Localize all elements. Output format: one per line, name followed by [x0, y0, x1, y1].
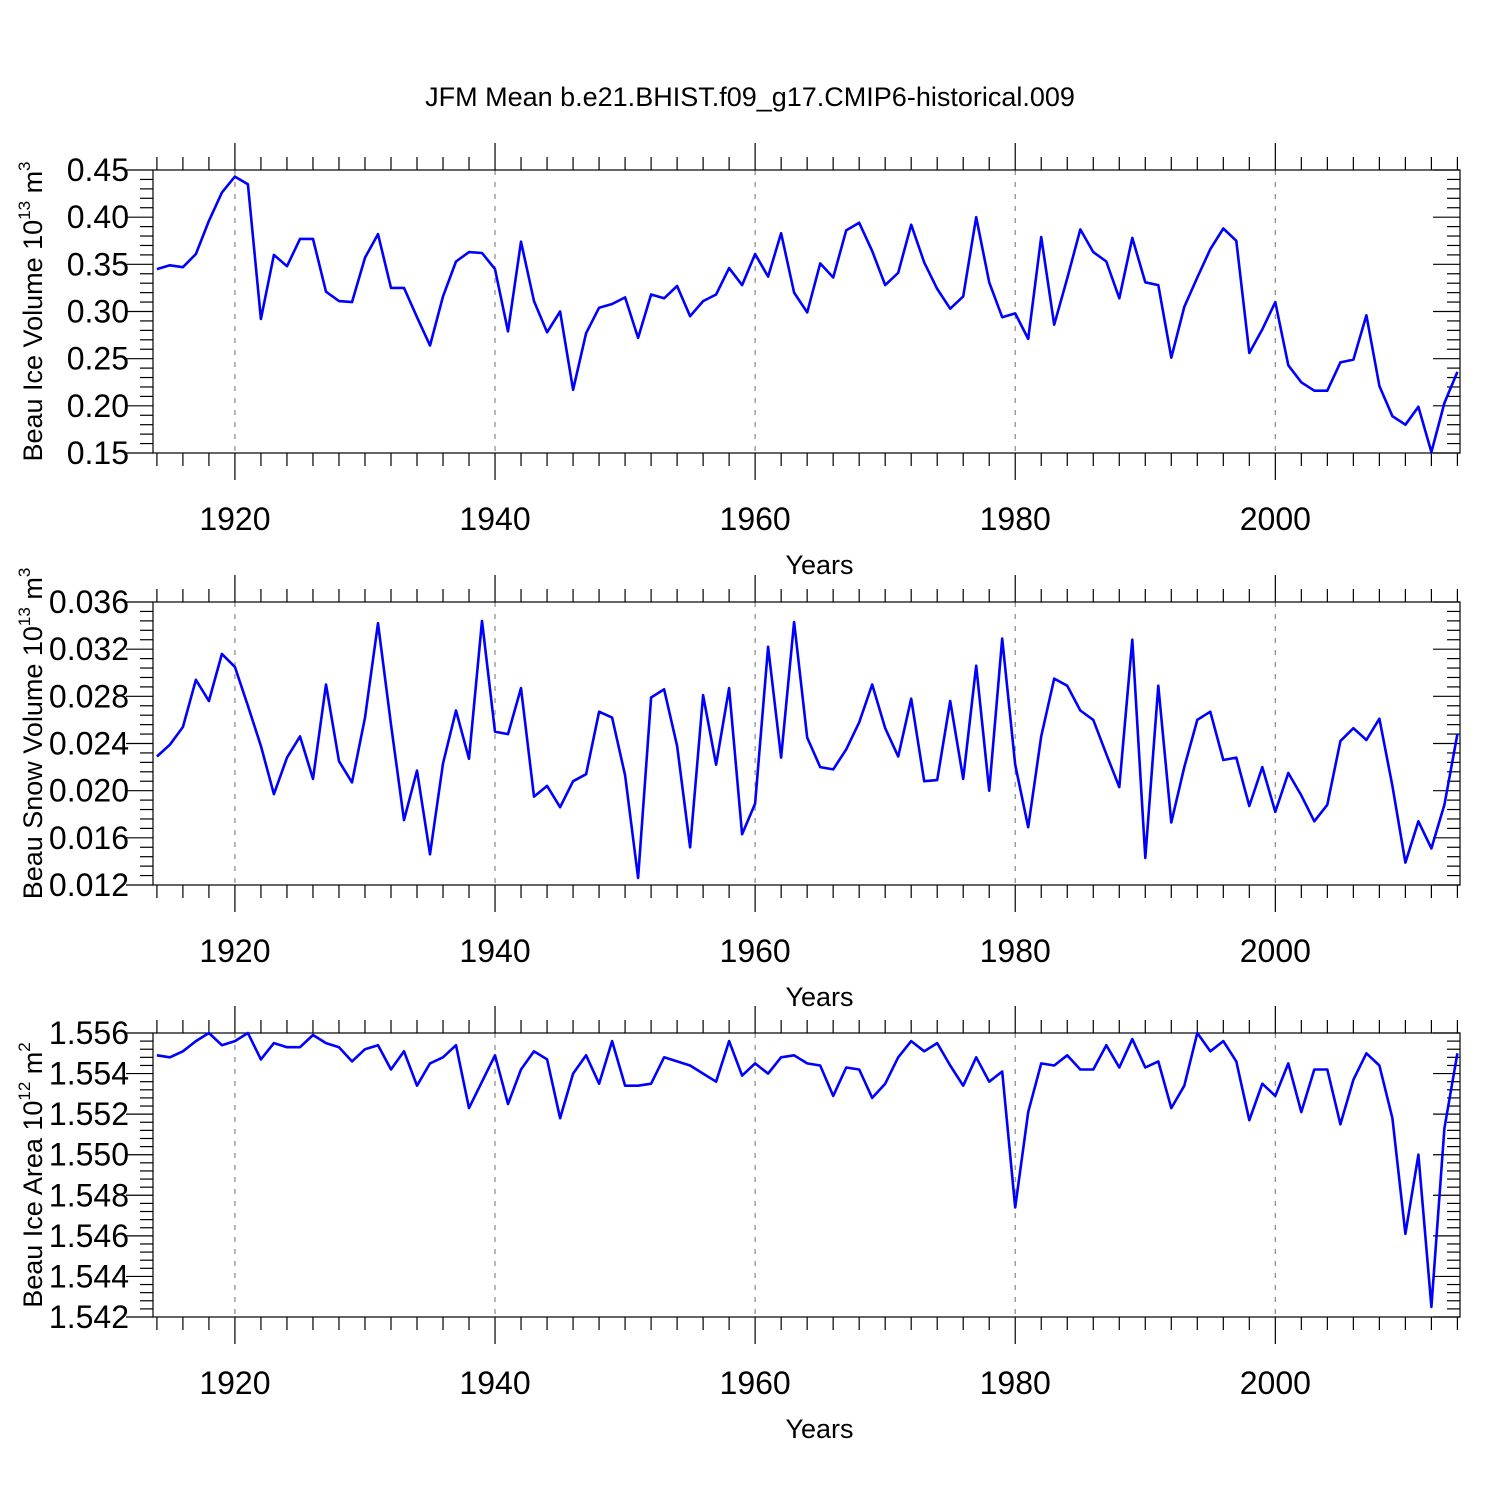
x-tick-label-1980: 1980: [980, 1365, 1051, 1401]
y-tick-label: 0.45: [67, 152, 129, 188]
y-tick-label: 1.542: [49, 1299, 129, 1335]
y-tick-label: 0.40: [67, 199, 129, 235]
x-tick-label-1940: 1940: [459, 1365, 530, 1401]
x-tick-label-1980: 1980: [980, 501, 1051, 537]
y-tick-label: 0.016: [49, 820, 129, 856]
x-tick-label-2000: 2000: [1240, 933, 1311, 969]
y-tick-label: 0.35: [67, 246, 129, 282]
chart-title: JFM Mean b.e21.BHIST.f09_g17.CMIP6-histo…: [425, 82, 1075, 112]
panel-3: 1920 1940 1960 1980 2000 1.542 1.544 1.546 1.548…: [15, 1006, 1461, 1444]
x-tick-label-1940: 1940: [459, 933, 530, 969]
x-tick-label-1980: 1980: [980, 933, 1051, 969]
y-tick-label: 0.020: [49, 773, 129, 809]
y-tick-label: 0.20: [67, 388, 129, 424]
x-tick-label-1920: 1920: [199, 1365, 270, 1401]
y-tick-label: 0.032: [49, 631, 129, 667]
y-axis-title: Beau Ice Volume 1013 m3: [15, 161, 48, 461]
x-tick-label-1960: 1960: [720, 501, 791, 537]
y-tick-label: 1.552: [49, 1096, 129, 1132]
x-axis-title: Years: [785, 550, 853, 580]
y-axis-title: Beau Snow Volume 1013 m3: [15, 568, 48, 900]
y-tick-label: 1.556: [49, 1015, 129, 1051]
x-tick-label-1960: 1960: [720, 1365, 791, 1401]
x-tick-label-1920: 1920: [199, 933, 270, 969]
plot-frame: [152, 1032, 1461, 1318]
y-axis-title: Beau Ice Area 1012 m2: [15, 1042, 48, 1308]
panel-1: 1920 1940 1960 1980 2000 0.15 0.20 0.25 0.30 0.35…: [15, 143, 1461, 580]
x-tick-label-2000: 2000: [1240, 501, 1311, 537]
y-tick-label: 1.548: [49, 1177, 129, 1213]
x-axis-title: Years: [785, 1414, 853, 1444]
y-tick-label: 1.546: [49, 1218, 129, 1254]
series-line-3: [156, 1031, 1459, 1309]
series-line-2: [156, 619, 1459, 880]
x-tick-label-2000: 2000: [1240, 1365, 1311, 1401]
panel-2: 1920 1940 1960 1980 2000 0.012 0.016 0.020 0.024…: [15, 568, 1461, 1012]
x-tick-label-1940: 1940: [459, 501, 530, 537]
x-tick-label-1920: 1920: [199, 501, 270, 537]
y-tick-label: 0.036: [49, 584, 129, 620]
y-tick-label: 0.15: [67, 435, 129, 471]
series-line-1: [156, 175, 1459, 454]
y-tick-label: 0.024: [49, 726, 129, 762]
y-tick-label: 0.25: [67, 341, 129, 377]
x-tick-label-1960: 1960: [720, 933, 791, 969]
x-axis-title: Years: [785, 982, 853, 1012]
y-tick-label: 1.550: [49, 1137, 129, 1173]
plot-frame: [152, 601, 1461, 886]
y-tick-label: 1.544: [49, 1258, 129, 1294]
y-tick-label: 0.028: [49, 678, 129, 714]
y-tick-label: 1.554: [49, 1056, 129, 1092]
y-tick-label: 0.30: [67, 294, 129, 330]
y-tick-label: 0.012: [49, 867, 129, 903]
